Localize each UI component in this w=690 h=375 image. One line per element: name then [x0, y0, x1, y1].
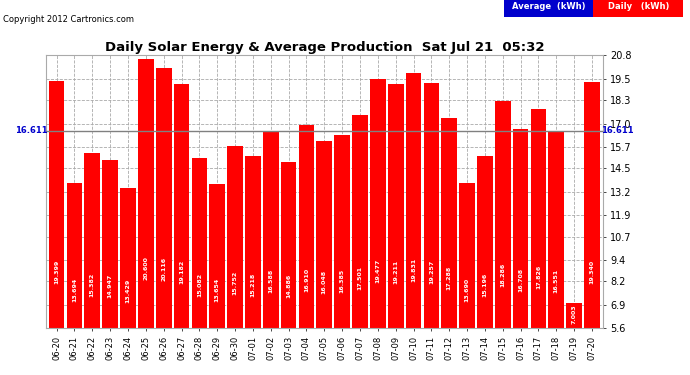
Text: Average  (kWh): Average (kWh)	[512, 2, 585, 11]
Bar	[495, 100, 511, 328]
Text: 13.654: 13.654	[215, 278, 219, 302]
Bar	[120, 188, 136, 328]
Bar	[156, 68, 172, 328]
Text: 16.385: 16.385	[339, 269, 344, 293]
Text: 19.831: 19.831	[411, 258, 416, 282]
Bar	[388, 84, 404, 328]
Text: 16.588: 16.588	[268, 268, 273, 292]
Text: 20.600: 20.600	[144, 256, 148, 280]
Bar	[370, 79, 386, 328]
Text: 17.501: 17.501	[357, 266, 362, 290]
Bar	[174, 84, 189, 328]
Bar	[549, 132, 564, 328]
Text: 13.429: 13.429	[126, 279, 130, 303]
Text: 15.752: 15.752	[233, 271, 237, 296]
Text: 13.690: 13.690	[464, 278, 470, 302]
Bar	[67, 183, 82, 328]
Text: 14.947: 14.947	[108, 274, 112, 298]
Title: Daily Solar Energy & Average Production  Sat Jul 21  05:32: Daily Solar Energy & Average Production …	[105, 41, 544, 54]
Text: 13.694: 13.694	[72, 278, 77, 302]
Text: 18.286: 18.286	[500, 263, 505, 287]
Bar	[352, 115, 368, 328]
Text: 16.551: 16.551	[554, 268, 559, 293]
Bar	[406, 73, 422, 328]
Text: 16.611: 16.611	[15, 126, 48, 135]
Bar	[442, 118, 457, 328]
Bar	[584, 82, 600, 328]
Bar	[513, 129, 529, 328]
Bar	[424, 83, 440, 328]
Bar	[138, 59, 154, 328]
Text: 15.082: 15.082	[197, 273, 202, 297]
Text: 16.048: 16.048	[322, 270, 327, 294]
Text: 19.399: 19.399	[54, 259, 59, 284]
Text: 14.886: 14.886	[286, 274, 291, 298]
Text: 19.477: 19.477	[375, 259, 380, 283]
Text: 17.288: 17.288	[446, 266, 452, 290]
Bar	[263, 131, 279, 328]
Bar	[281, 162, 297, 328]
Text: 16.910: 16.910	[304, 267, 309, 292]
Text: 15.218: 15.218	[250, 273, 255, 297]
Text: 19.211: 19.211	[393, 260, 398, 284]
Text: 7.003: 7.003	[571, 304, 577, 324]
Bar	[531, 109, 546, 328]
Bar	[84, 153, 100, 328]
Bar	[49, 81, 64, 328]
Bar	[477, 156, 493, 328]
Bar	[227, 146, 243, 328]
Text: Copyright 2012 Cartronics.com: Copyright 2012 Cartronics.com	[3, 15, 135, 24]
Bar	[192, 158, 207, 328]
Bar	[299, 125, 315, 328]
Text: 16.708: 16.708	[518, 268, 523, 292]
Text: 19.257: 19.257	[429, 260, 434, 284]
Text: 15.196: 15.196	[482, 273, 487, 297]
Bar	[317, 141, 332, 328]
Text: 19.340: 19.340	[589, 260, 595, 284]
Text: Daily   (kWh): Daily (kWh)	[608, 2, 669, 11]
Text: 20.116: 20.116	[161, 257, 166, 281]
Bar	[460, 183, 475, 328]
Bar	[102, 160, 118, 328]
Text: 17.826: 17.826	[536, 264, 541, 289]
Bar	[209, 184, 225, 328]
Text: 19.182: 19.182	[179, 260, 184, 284]
Bar	[334, 135, 350, 328]
Text: 16.611: 16.611	[601, 126, 633, 135]
Bar	[245, 156, 261, 328]
Text: 15.382: 15.382	[90, 272, 95, 297]
Bar	[566, 303, 582, 328]
